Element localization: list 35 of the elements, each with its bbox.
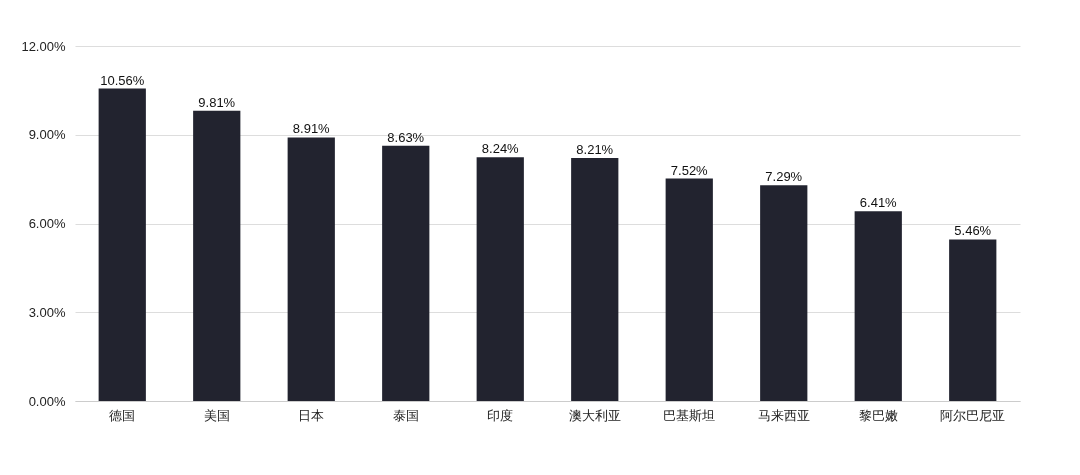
bar — [571, 158, 619, 401]
x-tick-label: 日本 — [298, 407, 325, 423]
x-tick-label: 澳大利亚 — [568, 407, 621, 423]
bar — [382, 145, 430, 401]
data-label: 8.24% — [481, 141, 520, 157]
bar — [760, 185, 808, 401]
y-tick-label: 3.00% — [28, 304, 66, 320]
data-label: 8.91% — [292, 121, 331, 137]
x-tick-label: 印度 — [487, 407, 514, 423]
bar — [949, 239, 997, 401]
data-label: 10.56% — [100, 72, 145, 88]
x-tick-label: 马来西亚 — [757, 407, 810, 423]
y-tick-label: 6.00% — [28, 216, 66, 231]
bar — [287, 137, 335, 401]
x-tick-label: 巴基斯坦 — [663, 407, 716, 423]
data-label: 7.29% — [765, 169, 803, 185]
bar — [476, 157, 524, 401]
x-tick-label: 阿尔巴尼亚 — [940, 407, 1006, 423]
bar — [193, 110, 241, 401]
bar — [854, 211, 902, 401]
x-tick-label: 德国 — [109, 407, 136, 423]
data-label: 6.41% — [859, 195, 898, 211]
data-label: 7.52% — [670, 162, 709, 178]
x-tick-label: 泰国 — [392, 407, 419, 423]
bar — [665, 178, 713, 401]
bar — [98, 88, 146, 401]
x-tick-label: 黎巴嫩 — [858, 407, 898, 423]
y-tick-label: 0.00% — [28, 393, 66, 409]
data-label: 8.63% — [387, 129, 425, 145]
x-tick-label: 美国 — [203, 407, 230, 423]
data-label: 5.46% — [954, 223, 992, 239]
data-label: 9.81% — [198, 94, 236, 110]
data-label: 8.21% — [576, 142, 614, 158]
y-tick-label: 12.00% — [21, 38, 66, 54]
y-tick-label: 9.00% — [28, 127, 66, 143]
